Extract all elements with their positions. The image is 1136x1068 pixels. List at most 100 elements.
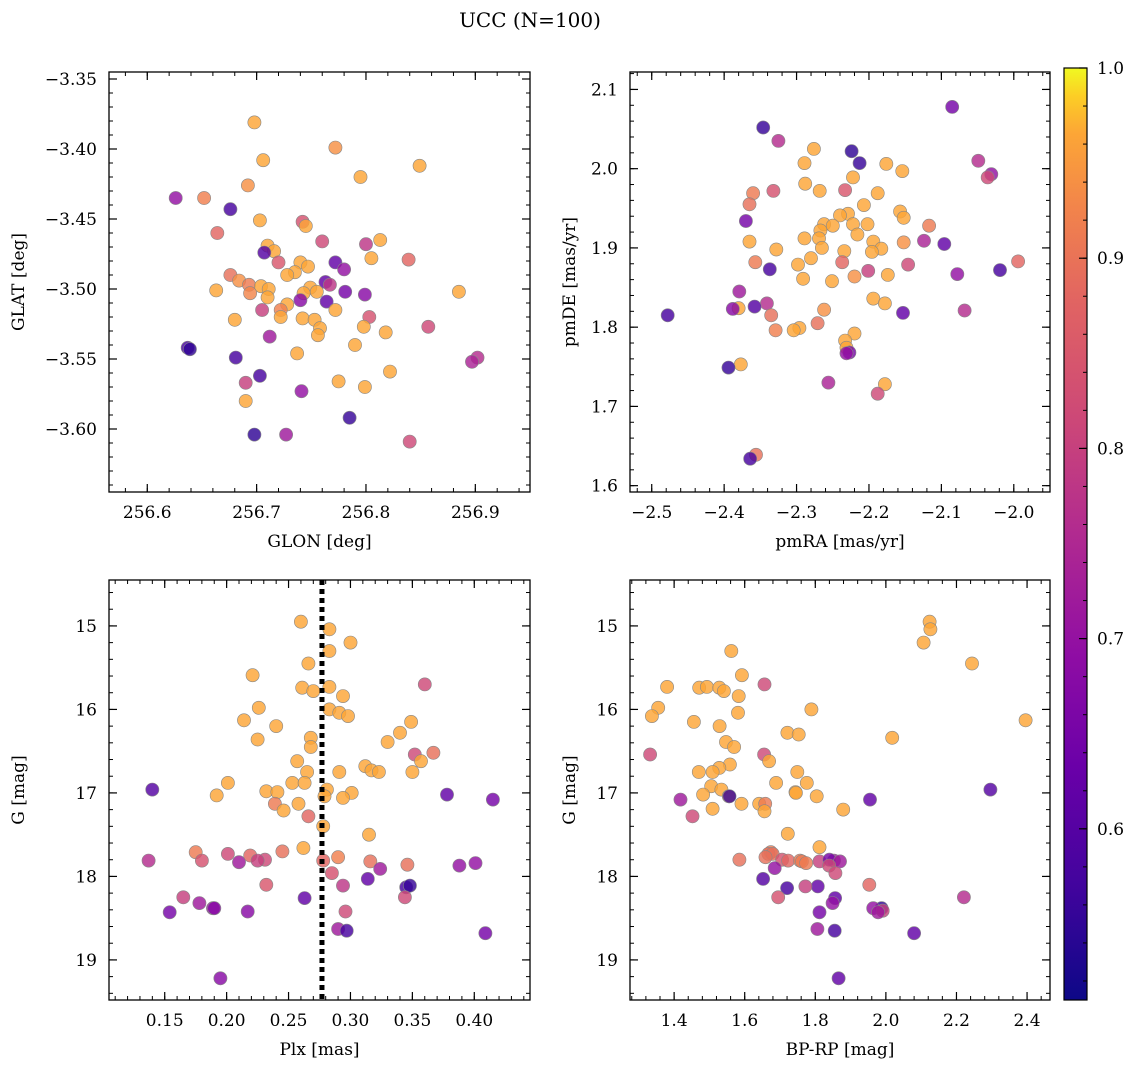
data-point <box>297 776 312 790</box>
x-tick-label: 2.4 <box>1014 1011 1041 1031</box>
data-point <box>812 183 827 198</box>
data-point <box>733 357 748 372</box>
data-point <box>725 301 740 316</box>
data-point <box>705 801 720 816</box>
data-point <box>847 326 862 341</box>
data-point <box>400 857 415 872</box>
data-point <box>712 719 727 733</box>
data-point <box>280 268 295 282</box>
data-point <box>176 890 191 905</box>
data-point <box>907 926 921 941</box>
data-point <box>247 427 262 442</box>
data-point <box>769 776 783 790</box>
data-point <box>240 904 255 919</box>
panel-glon-glat: 256.6 256.7 256.8 256.9 −3.60 −3.55 −3.50 −3.45… <box>9 70 531 552</box>
data-point <box>760 296 774 311</box>
data-point <box>700 680 714 694</box>
data-point <box>322 680 337 694</box>
data-point <box>878 377 892 392</box>
data-point <box>797 156 812 170</box>
data-point <box>731 689 746 703</box>
data-point <box>769 242 784 257</box>
data-point <box>839 346 854 361</box>
data-point <box>182 342 197 357</box>
data-point <box>717 684 731 698</box>
data-point <box>757 804 772 819</box>
data-point <box>757 677 772 692</box>
data-point <box>798 879 813 894</box>
data-point <box>687 715 701 729</box>
data-point <box>827 923 842 938</box>
plot-frame <box>629 579 1051 1001</box>
y-tick-label: −3.45 <box>45 210 97 230</box>
data-point <box>293 293 308 308</box>
panel-plx-g: 0.15 0.20 0.25 0.30 0.35 0.40 15 16 17 18 19 Plx [m… <box>9 579 531 1060</box>
data-point <box>673 792 688 807</box>
data-point <box>780 826 795 841</box>
y-tick-label: 1.7 <box>591 397 618 417</box>
data-point <box>727 740 741 754</box>
data-point <box>337 262 351 277</box>
data-point <box>297 891 312 905</box>
data-point <box>298 219 313 233</box>
data-point <box>817 302 831 317</box>
data-point <box>213 971 228 986</box>
data-point <box>828 866 843 880</box>
y-tick-label: 1.9 <box>591 239 618 259</box>
data-point <box>273 310 288 324</box>
y-axis-label: pmDE [mas/yr] <box>560 217 580 347</box>
data-point <box>732 284 747 299</box>
data-point <box>812 905 827 920</box>
data-point <box>804 251 818 266</box>
data-point <box>879 156 894 171</box>
figure-title: UCC (N=100) <box>459 8 601 32</box>
data-point <box>364 251 379 266</box>
data-point <box>259 877 274 892</box>
data-point <box>781 853 795 868</box>
data-point <box>322 622 337 637</box>
data-point <box>301 656 316 671</box>
x-tick-label: 256.9 <box>451 503 500 523</box>
data-point <box>332 765 347 779</box>
data-point <box>478 926 493 941</box>
data-point <box>798 176 813 191</box>
data-point <box>993 263 1007 277</box>
colorbar-gradient <box>1063 67 1088 1001</box>
data-point <box>220 847 235 861</box>
data-point <box>764 308 779 323</box>
data-point <box>804 702 819 717</box>
data-point <box>328 140 343 155</box>
data-point <box>756 872 770 886</box>
data-point <box>815 240 829 255</box>
data-point <box>732 852 747 867</box>
data-point <box>360 872 375 886</box>
data-point <box>322 277 337 292</box>
data-point <box>301 809 316 824</box>
data-point <box>896 210 911 225</box>
data-point <box>739 214 753 228</box>
data-point <box>957 303 972 318</box>
y-axis-label: G [mag] <box>560 755 580 824</box>
data-point <box>269 719 284 733</box>
data-point <box>452 858 467 873</box>
data-point <box>338 904 353 919</box>
data-point <box>341 709 355 723</box>
data-point <box>852 156 867 170</box>
data-point <box>870 386 885 401</box>
data-point <box>790 765 805 779</box>
data-point <box>980 170 995 185</box>
data-point <box>762 262 777 277</box>
x-axis-label: BP-RP [mag] <box>786 1040 895 1060</box>
data-point <box>404 715 418 729</box>
data-point <box>257 245 272 260</box>
data-point <box>412 158 427 173</box>
data-point <box>306 684 321 698</box>
data-point <box>209 788 224 803</box>
data-point <box>917 233 931 248</box>
y-tick-label: 2.0 <box>591 160 618 180</box>
data-point <box>255 303 269 317</box>
data-point <box>807 141 821 156</box>
data-point <box>276 803 291 818</box>
data-point <box>758 850 773 865</box>
